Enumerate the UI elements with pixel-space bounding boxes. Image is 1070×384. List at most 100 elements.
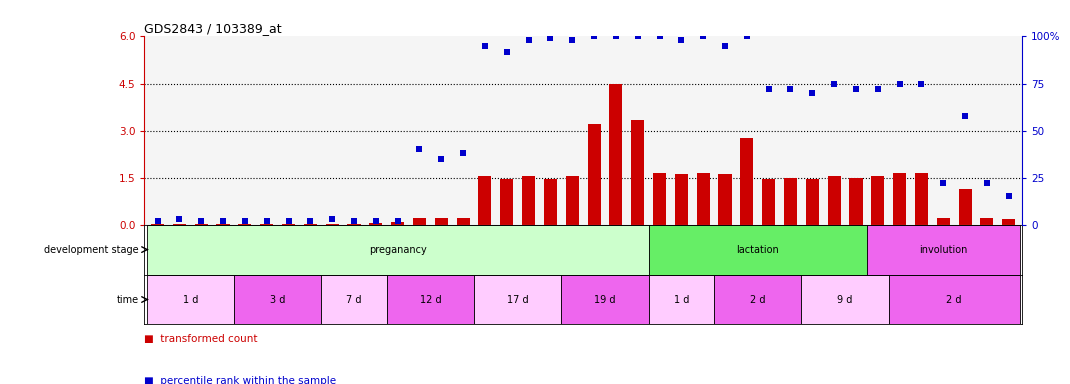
Text: 2 d: 2 d xyxy=(947,295,962,305)
Text: 1 d: 1 d xyxy=(183,295,198,305)
Point xyxy=(717,43,734,49)
Point xyxy=(455,150,472,156)
Bar xyxy=(260,224,273,225)
Point xyxy=(171,216,188,222)
Text: preganancy: preganancy xyxy=(369,245,427,255)
Point xyxy=(608,33,625,40)
Bar xyxy=(893,173,906,225)
Text: 1 d: 1 d xyxy=(674,295,689,305)
Bar xyxy=(740,138,753,225)
Text: ■  percentile rank within the sample: ■ percentile rank within the sample xyxy=(144,376,337,384)
Point xyxy=(564,37,581,43)
Bar xyxy=(239,224,251,225)
Point xyxy=(804,90,821,96)
Bar xyxy=(915,173,928,225)
Point xyxy=(913,81,930,87)
Bar xyxy=(325,224,339,225)
Bar xyxy=(867,225,1020,275)
Point xyxy=(694,33,712,40)
Bar xyxy=(304,224,317,225)
Point xyxy=(826,81,843,87)
Text: involution: involution xyxy=(919,245,967,255)
Bar xyxy=(609,84,623,225)
Bar xyxy=(631,119,644,225)
Bar xyxy=(216,224,230,225)
Point xyxy=(236,218,254,224)
Text: 9 d: 9 d xyxy=(838,295,853,305)
Text: 2 d: 2 d xyxy=(750,295,765,305)
Bar xyxy=(889,275,1020,324)
Point xyxy=(891,81,908,87)
Bar xyxy=(697,173,709,225)
Point xyxy=(869,86,886,92)
Bar xyxy=(718,174,732,225)
Point xyxy=(585,33,602,40)
Text: lactation: lactation xyxy=(736,245,779,255)
Bar xyxy=(850,178,862,225)
Bar xyxy=(784,178,797,225)
Bar xyxy=(653,173,667,225)
Point xyxy=(367,218,384,224)
Bar xyxy=(151,224,164,225)
Bar xyxy=(648,225,867,275)
Point xyxy=(323,216,340,222)
Text: time: time xyxy=(117,295,139,305)
Point xyxy=(957,113,974,119)
Bar xyxy=(234,275,321,324)
Point xyxy=(673,37,690,43)
Bar xyxy=(544,179,557,225)
Point xyxy=(346,218,363,224)
Bar xyxy=(675,174,688,225)
Point xyxy=(738,33,755,40)
Point xyxy=(541,35,559,41)
Bar xyxy=(386,275,474,324)
Bar xyxy=(195,224,208,225)
Bar xyxy=(369,223,382,225)
Bar xyxy=(806,179,819,225)
Point xyxy=(193,218,210,224)
Bar xyxy=(478,176,491,225)
Bar xyxy=(980,218,993,225)
Bar xyxy=(714,275,801,324)
Bar xyxy=(762,179,776,225)
Bar xyxy=(871,176,884,225)
Point xyxy=(389,218,407,224)
Bar xyxy=(1003,219,1015,225)
Text: development stage: development stage xyxy=(45,245,139,255)
Point xyxy=(280,218,297,224)
Text: GDS2843 / 103389_at: GDS2843 / 103389_at xyxy=(144,22,282,35)
Bar xyxy=(321,275,386,324)
Point xyxy=(499,48,516,55)
Bar xyxy=(827,176,841,225)
Point xyxy=(476,43,493,49)
Point xyxy=(629,33,646,40)
Bar xyxy=(348,224,361,225)
Text: 19 d: 19 d xyxy=(594,295,615,305)
Text: ■  transformed count: ■ transformed count xyxy=(144,334,258,344)
Point xyxy=(760,86,777,92)
Bar xyxy=(457,218,470,225)
Point xyxy=(302,218,319,224)
Bar xyxy=(434,218,448,225)
Point xyxy=(520,37,537,43)
Text: 3 d: 3 d xyxy=(270,295,286,305)
Bar xyxy=(936,218,950,225)
Bar xyxy=(500,179,514,225)
Bar xyxy=(147,225,648,275)
Point xyxy=(411,146,428,152)
Bar xyxy=(282,224,295,225)
Point xyxy=(782,86,799,92)
Point xyxy=(978,180,995,186)
Bar xyxy=(562,275,648,324)
Bar xyxy=(474,275,562,324)
Bar xyxy=(173,224,186,225)
Point xyxy=(258,218,275,224)
Bar xyxy=(391,222,404,225)
Text: 12 d: 12 d xyxy=(419,295,441,305)
Bar xyxy=(566,176,579,225)
Point xyxy=(1000,194,1018,200)
Point xyxy=(651,33,668,40)
Bar xyxy=(801,275,889,324)
Bar xyxy=(648,275,714,324)
Bar xyxy=(522,176,535,225)
